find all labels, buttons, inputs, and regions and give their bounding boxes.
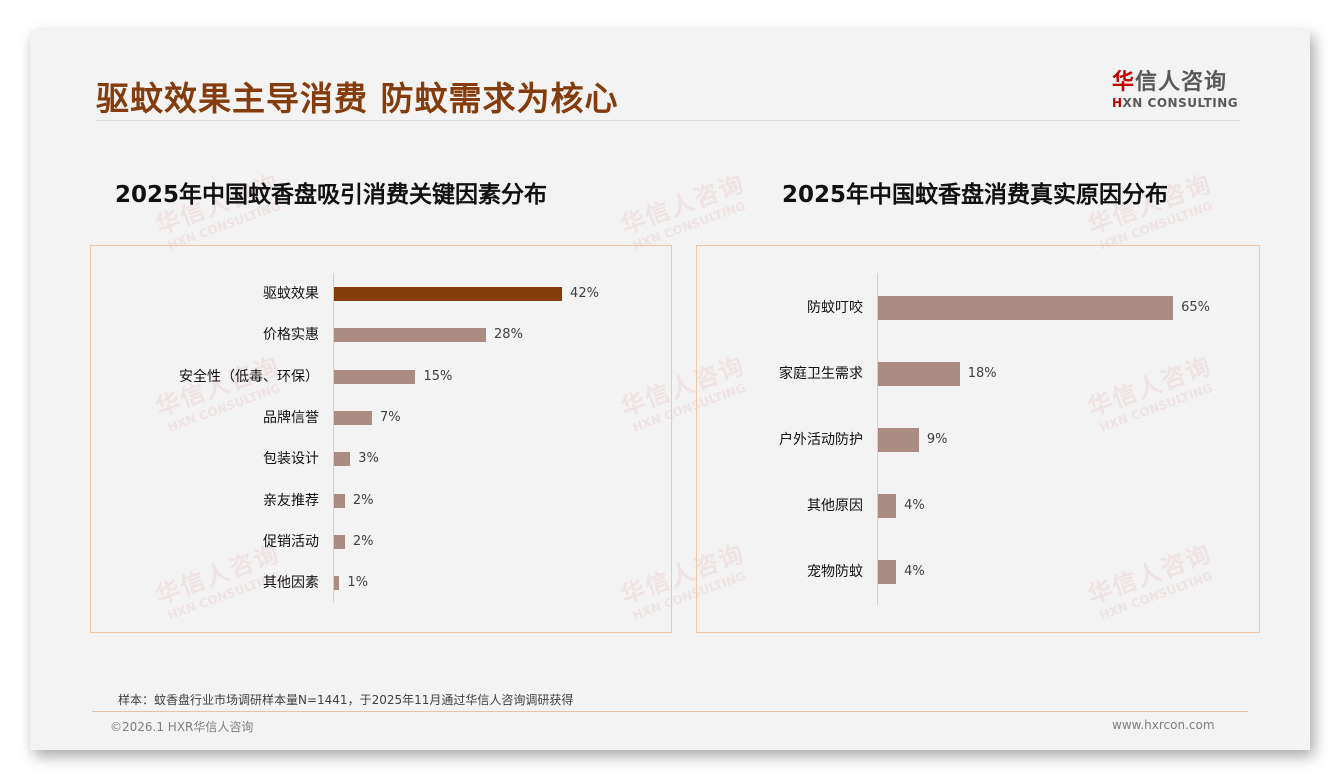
bar (334, 452, 351, 467)
bar-row: 其他因素 1% (91, 571, 368, 595)
bar-row: 促销活动 2% (91, 530, 373, 554)
bar-row: 品牌信誉 7% (91, 406, 401, 430)
logo-en-text: XN CONSULTING (1122, 96, 1239, 110)
bar (878, 560, 897, 584)
left-chart-axis (333, 273, 334, 603)
right-chart-panel: 防蚊叮咬 65% 家庭卫生需求 18% 户外活动防护 9% 其他原因 4% 宠物防蚊 4% (696, 245, 1260, 633)
bar (334, 576, 340, 591)
page-title: 驱蚊效果主导消费 防蚊需求为核心 (96, 79, 619, 118)
category-label: 包装设计 (263, 451, 319, 468)
bar-row: 安全性（低毒、环保） 15% (91, 365, 452, 389)
logo-accent: 华 (1112, 70, 1136, 95)
bar (334, 287, 563, 301)
bar (334, 410, 372, 425)
bar-row: 防蚊叮咬 65% (697, 296, 1210, 320)
bar (334, 493, 345, 508)
bar-row: 其他原因 4% (697, 494, 925, 518)
value-label: 18% (967, 366, 997, 381)
logo-cn-text: 信人咨询 (1135, 70, 1228, 95)
value-label: 4% (904, 498, 925, 513)
category-label: 家庭卫生需求 (779, 366, 863, 382)
watermark: 华信人咨询 HXN CONSULTING (617, 169, 749, 253)
value-label: 2% (352, 492, 374, 508)
left-chart-title: 2025年中国蚊香盘吸引消费关键因素分布 (115, 182, 548, 208)
right-chart-title: 2025年中国蚊香盘消费真实原因分布 (782, 182, 1169, 208)
value-label: 7% (380, 409, 401, 425)
value-label: 2% (352, 533, 374, 549)
company-logo: 华信人咨询 HXN CONSULTING (1112, 64, 1242, 110)
category-label: 品牌信誉 (263, 409, 319, 426)
slide: 驱蚊效果主导消费 防蚊需求为核心 华信人咨询 HXN CONSULTING 华信… (30, 30, 1310, 750)
bar-row: 亲友推荐 2% (91, 489, 373, 513)
right-chart-axis (877, 273, 878, 605)
value-label: 15% (423, 368, 453, 384)
category-label: 其他因素 (263, 575, 319, 592)
bar-row: 家庭卫生需求 18% (697, 362, 997, 386)
category-label: 户外活动防护 (779, 432, 863, 448)
logo-en-accent: H (1112, 96, 1123, 110)
left-chart-panel: 驱蚊效果 42% 价格实惠 28% 安全性（低毒、环保） 15% 品牌信誉 7% 包装设计 3% 亲… (90, 245, 672, 633)
bar-row: 价格实惠 28% (91, 323, 523, 347)
bar (334, 534, 345, 549)
category-label: 驱蚊效果 (263, 286, 319, 302)
sample-note: 样本：蚊香盘行业市场调研样本量N=1441，于2025年11月通过华信人咨询调研… (118, 693, 574, 707)
value-label: 65% (1181, 300, 1210, 315)
category-label: 其他原因 (807, 498, 863, 514)
bar-row: 驱蚊效果 42% (91, 282, 599, 306)
category-label: 亲友推荐 (263, 492, 319, 509)
bar (334, 369, 416, 384)
bar (878, 428, 919, 452)
value-label: 42% (570, 286, 599, 301)
title-divider (96, 120, 1240, 121)
bar (878, 362, 960, 386)
category-label: 价格实惠 (263, 327, 319, 344)
value-label: 4% (904, 564, 925, 579)
bar (334, 328, 487, 343)
value-label: 1% (347, 575, 369, 591)
bar-row: 户外活动防护 9% (697, 428, 947, 452)
category-label: 宠物防蚊 (807, 564, 863, 580)
category-label: 防蚊叮咬 (807, 300, 863, 316)
logo-cn: 华信人咨询 (1112, 64, 1242, 96)
copyright: ©2026.1 HXR华信人咨询 (110, 720, 254, 734)
bar-row: 宠物防蚊 4% (697, 560, 925, 584)
value-label: 28% (494, 327, 523, 343)
bar (878, 296, 1174, 320)
category-label: 促销活动 (263, 533, 319, 550)
category-label: 安全性（低毒、环保） (179, 368, 319, 385)
bar-row: 包装设计 3% (91, 447, 379, 471)
value-label: 3% (358, 451, 379, 467)
website-link[interactable]: www.hxrcon.com (1112, 718, 1215, 732)
logo-en: HXN CONSULTING (1112, 96, 1242, 110)
bar (878, 494, 897, 518)
footer-divider (92, 711, 1248, 712)
value-label: 9% (926, 432, 948, 447)
